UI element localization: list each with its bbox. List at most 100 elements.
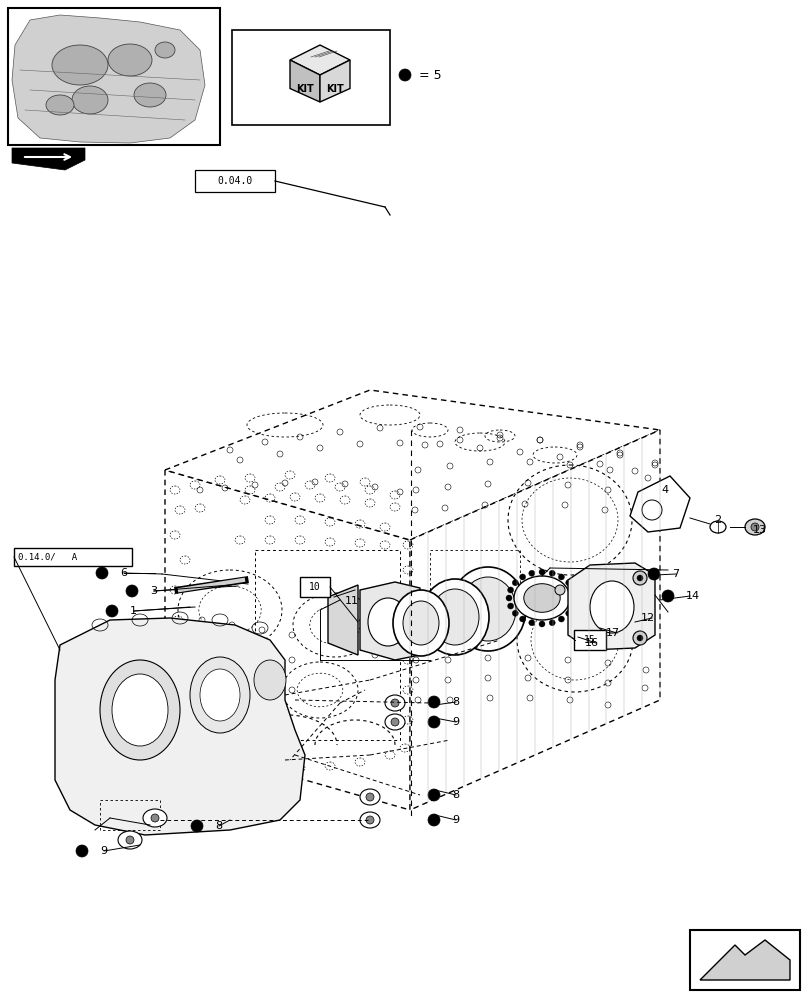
Ellipse shape (420, 579, 488, 655)
Polygon shape (55, 618, 305, 835)
Ellipse shape (359, 789, 380, 805)
Polygon shape (629, 476, 689, 532)
Ellipse shape (431, 589, 478, 645)
Ellipse shape (709, 521, 725, 533)
Text: 16: 16 (584, 638, 599, 648)
Polygon shape (568, 563, 654, 650)
Ellipse shape (384, 695, 405, 711)
Ellipse shape (460, 577, 515, 641)
Circle shape (569, 603, 576, 609)
Polygon shape (12, 148, 85, 170)
Circle shape (558, 574, 564, 580)
Circle shape (636, 635, 642, 641)
Polygon shape (165, 390, 659, 540)
Circle shape (569, 587, 576, 593)
Polygon shape (320, 60, 350, 102)
Circle shape (539, 569, 544, 575)
Bar (8, 8, 220, 145)
Bar (430, 550, 519, 630)
Circle shape (548, 570, 555, 576)
Circle shape (507, 587, 513, 593)
Ellipse shape (72, 86, 108, 114)
Polygon shape (165, 470, 410, 810)
Circle shape (633, 631, 646, 645)
Text: 14: 14 (685, 591, 699, 601)
Circle shape (647, 568, 659, 580)
Circle shape (512, 610, 517, 616)
Ellipse shape (402, 601, 439, 645)
Ellipse shape (449, 567, 526, 651)
Ellipse shape (112, 674, 168, 746)
Ellipse shape (393, 590, 448, 656)
Circle shape (558, 616, 564, 622)
Circle shape (391, 718, 398, 726)
Bar (573, 630, 605, 650)
Ellipse shape (744, 519, 764, 535)
Circle shape (191, 820, 203, 832)
Circle shape (106, 605, 118, 617)
Circle shape (505, 595, 512, 601)
Circle shape (427, 696, 440, 708)
Circle shape (126, 836, 134, 844)
Circle shape (76, 845, 88, 857)
Text: 6: 6 (120, 568, 127, 578)
Circle shape (391, 699, 398, 707)
Text: 3: 3 (150, 586, 157, 596)
Ellipse shape (52, 45, 108, 85)
Text: 10: 10 (309, 582, 320, 592)
Ellipse shape (523, 584, 560, 612)
Ellipse shape (100, 660, 180, 760)
Circle shape (750, 523, 758, 531)
Circle shape (151, 814, 159, 822)
Text: KIT: KIT (326, 84, 343, 94)
Text: 9: 9 (452, 717, 458, 727)
Text: 7: 7 (672, 569, 678, 579)
Bar (195, 170, 275, 192)
Polygon shape (359, 582, 419, 660)
Text: 9: 9 (100, 846, 107, 856)
Text: 13: 13 (752, 525, 766, 535)
Ellipse shape (143, 809, 167, 827)
Bar (689, 930, 799, 990)
Ellipse shape (200, 669, 240, 721)
Circle shape (507, 603, 513, 609)
Text: 8: 8 (215, 821, 222, 831)
Ellipse shape (254, 660, 285, 700)
Ellipse shape (359, 812, 380, 828)
Polygon shape (290, 60, 320, 102)
Circle shape (528, 570, 534, 576)
Circle shape (427, 814, 440, 826)
Circle shape (366, 793, 374, 801)
Circle shape (519, 574, 525, 580)
Circle shape (512, 580, 517, 586)
Ellipse shape (108, 44, 152, 76)
Text: 8: 8 (452, 697, 458, 707)
Ellipse shape (46, 95, 74, 115)
Ellipse shape (155, 42, 175, 58)
Circle shape (565, 610, 571, 616)
Text: 11: 11 (345, 596, 358, 606)
Ellipse shape (590, 581, 633, 633)
Polygon shape (12, 15, 204, 143)
Polygon shape (290, 45, 350, 75)
Circle shape (661, 590, 673, 602)
Text: 0.14.0/   A: 0.14.0/ A (18, 552, 77, 562)
Text: KIT: KIT (296, 84, 314, 94)
Circle shape (519, 616, 525, 622)
Bar (299, 577, 329, 597)
Circle shape (633, 571, 646, 585)
Circle shape (366, 816, 374, 824)
Text: 2: 2 (714, 515, 721, 525)
Ellipse shape (513, 576, 569, 620)
Circle shape (528, 620, 534, 626)
Bar (100, 800, 160, 830)
Ellipse shape (190, 657, 250, 733)
Circle shape (427, 716, 440, 728)
Text: = 5: = 5 (418, 69, 441, 82)
Bar (232, 30, 389, 125)
Circle shape (548, 620, 555, 626)
Circle shape (554, 585, 564, 595)
Text: 15: 15 (583, 635, 595, 645)
Circle shape (636, 575, 642, 581)
Ellipse shape (118, 831, 142, 849)
